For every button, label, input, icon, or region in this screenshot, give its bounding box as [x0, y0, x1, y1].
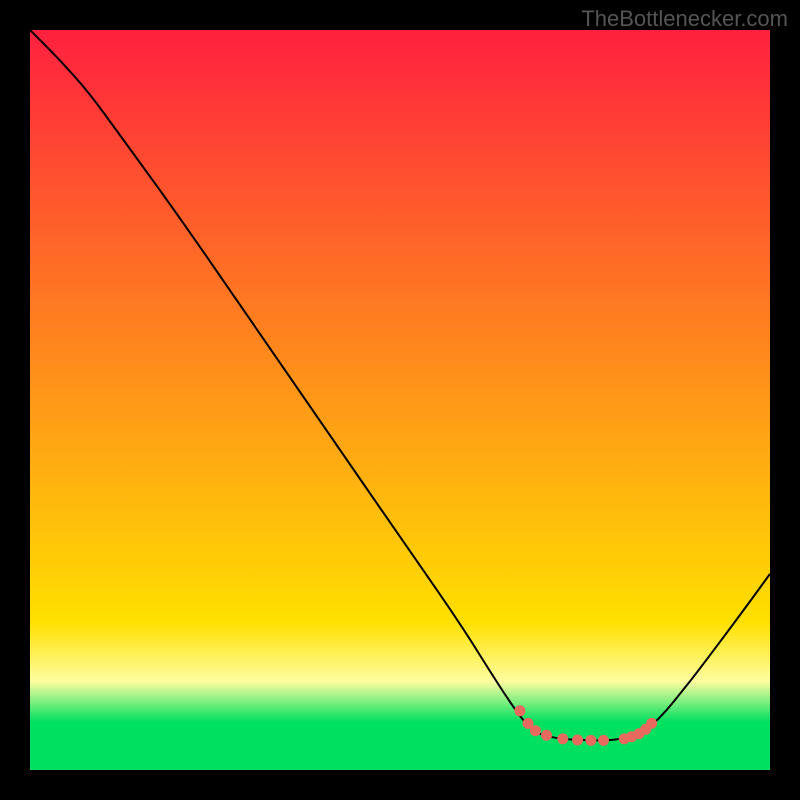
curve-marker	[557, 733, 568, 744]
curve-marker	[572, 735, 583, 746]
curve-marker	[585, 735, 596, 746]
chart-svg	[30, 30, 770, 770]
chart-plot-area	[30, 30, 770, 770]
curve-marker	[646, 718, 657, 729]
watermark-text: TheBottlenecker.com	[581, 6, 788, 32]
curve-marker	[514, 705, 525, 716]
curve-marker	[598, 735, 609, 746]
gradient-background	[30, 30, 770, 770]
curve-marker	[530, 725, 541, 736]
curve-marker	[541, 730, 552, 741]
